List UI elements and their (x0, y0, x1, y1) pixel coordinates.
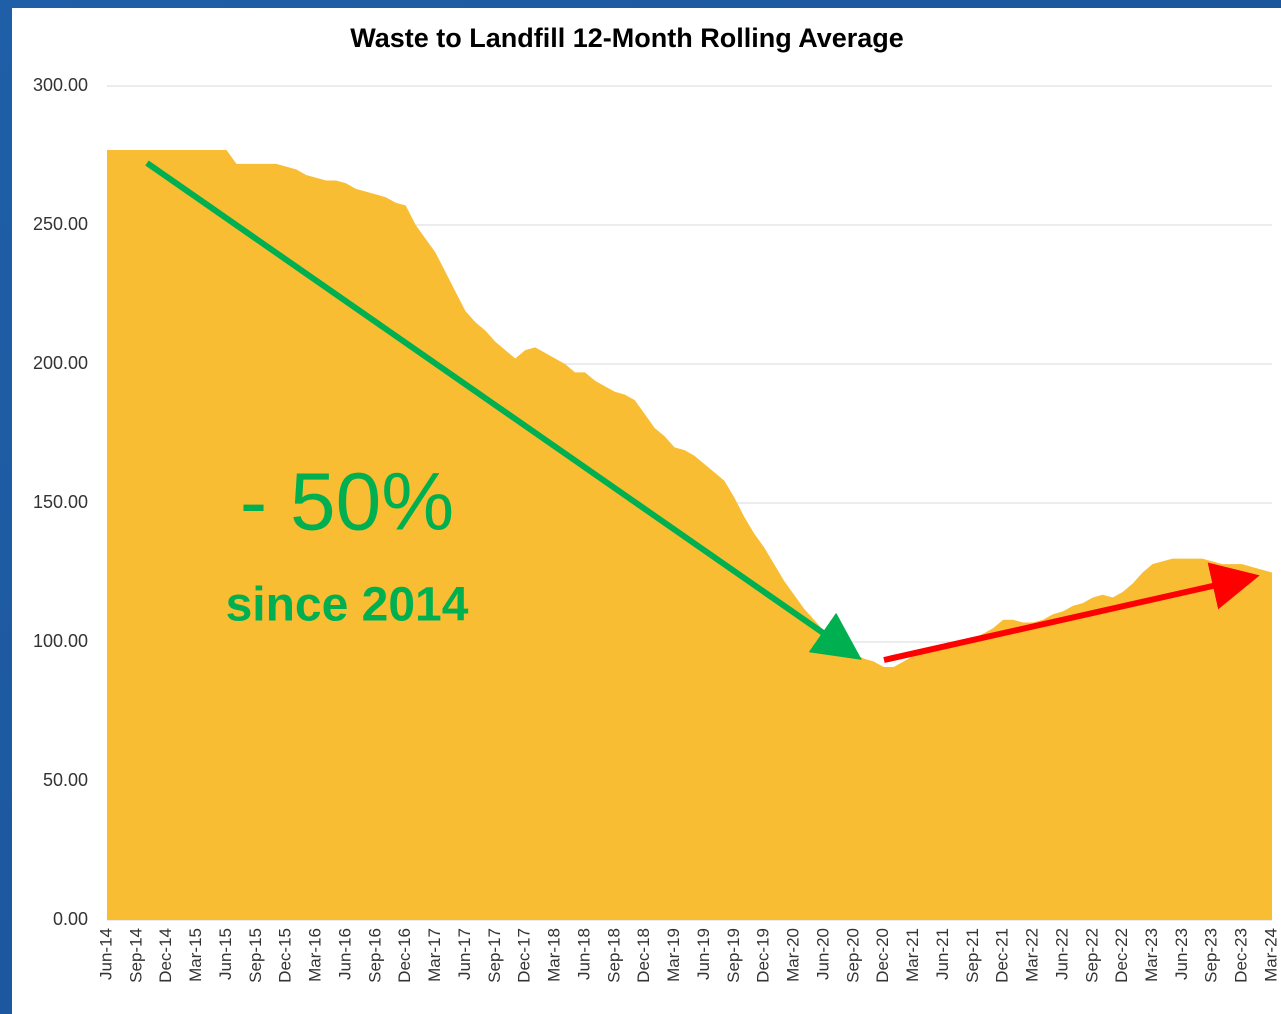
y-tick-label: 300.00 (33, 75, 88, 95)
x-tick-label: Mar-23 (1142, 928, 1161, 982)
y-tick-label: 200.00 (33, 353, 88, 373)
x-tick-label: Dec-16 (395, 928, 414, 983)
x-tick-label: Dec-22 (1112, 928, 1131, 983)
x-tick-label: Mar-19 (664, 928, 683, 982)
x-tick-label: Dec-18 (634, 928, 653, 983)
x-tick-label: Jun-19 (694, 928, 713, 980)
y-tick-label: 150.00 (33, 492, 88, 512)
x-tick-label: Jun-15 (216, 928, 235, 980)
x-tick-label: Jun-18 (574, 928, 593, 980)
trend-arrow-up (883, 562, 1260, 663)
x-tick-label: Sep-21 (963, 928, 982, 983)
x-tick-label: Dec-21 (993, 928, 1012, 983)
x-tick-label: Sep-19 (724, 928, 743, 983)
x-tick-label: Mar-16 (306, 928, 325, 982)
x-tick-label: Mar-17 (425, 928, 444, 982)
y-tick-label: 50.00 (43, 770, 88, 790)
x-tick-label: Dec-14 (156, 928, 175, 983)
x-tick-label: Mar-21 (903, 928, 922, 982)
x-tick-label: Jun-23 (1172, 928, 1191, 980)
x-tick-label: Jun-14 (96, 928, 115, 980)
x-tick-label: Dec-23 (1232, 928, 1251, 983)
annotation-percent: - 50% (240, 457, 454, 548)
chart-title: Waste to Landfill 12-Month Rolling Avera… (350, 23, 904, 53)
x-tick-label: Sep-17 (485, 928, 504, 983)
x-tick-label: Jun-22 (1052, 928, 1071, 980)
x-tick-label: Sep-20 (843, 928, 862, 983)
x-tick-label: Jun-17 (455, 928, 474, 980)
y-tick-label: 0.00 (53, 909, 88, 929)
x-tick-label: Dec-17 (515, 928, 534, 983)
x-tick-label: Dec-20 (873, 928, 892, 983)
area (107, 149, 1272, 920)
x-tick-label: Sep-16 (365, 928, 384, 983)
x-tick-label: Sep-22 (1082, 928, 1101, 983)
x-axis: Jun-14 Sep-14 Dec-14 Mar-15 Jun-15 Sep-15 Dec-… (96, 928, 1280, 983)
x-tick-label: Mar-24 (1261, 928, 1280, 982)
x-tick-label: Jun-16 (335, 928, 354, 980)
x-tick-label: Mar-22 (1023, 928, 1042, 982)
area-layer (107, 149, 1272, 920)
x-tick-label: Jun-20 (813, 928, 832, 980)
x-tick-label: Dec-19 (754, 928, 773, 983)
y-tick-label: 250.00 (33, 214, 88, 234)
x-tick-label: Mar-20 (784, 928, 803, 982)
x-tick-label: Dec-15 (276, 928, 295, 983)
x-tick-label: Jun-21 (933, 928, 952, 980)
y-tick-label: 100.00 (33, 631, 88, 651)
x-tick-label: Sep-18 (604, 928, 623, 983)
x-tick-label: Mar-15 (186, 928, 205, 982)
annotation-since: since 2014 (226, 579, 469, 632)
x-tick-label: Sep-15 (246, 928, 265, 983)
x-tick-label: Sep-14 (126, 928, 145, 983)
x-tick-label: Mar-18 (545, 928, 564, 982)
trend-arrow-down (145, 160, 862, 660)
x-tick-label: Sep-23 (1202, 928, 1221, 983)
